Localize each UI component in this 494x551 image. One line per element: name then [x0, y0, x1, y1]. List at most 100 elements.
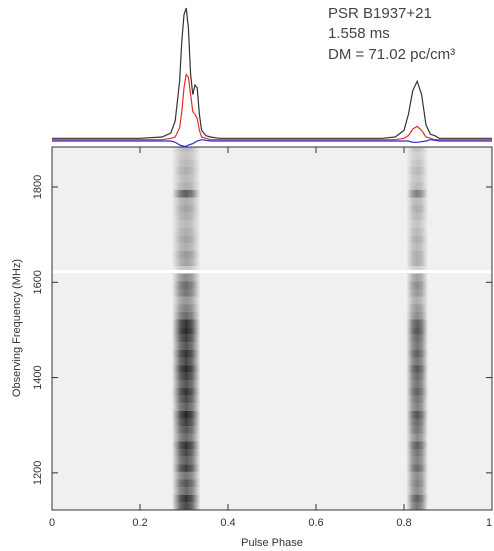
- pulse-channel: [171, 220, 201, 228]
- pulse-channel: [406, 258, 429, 267]
- pulse-channel: [406, 250, 429, 259]
- pulse-channel: [171, 426, 201, 434]
- pulse-channel: [171, 433, 201, 442]
- pulse-channel: [171, 441, 201, 450]
- annotation: PSR B1937+21: [328, 5, 432, 22]
- rfi-gap: [52, 270, 492, 273]
- pulse-channel: [171, 403, 201, 411]
- pulse-channel: [406, 281, 429, 289]
- pulse-channel: [406, 288, 429, 297]
- x-tick-label: 1: [486, 517, 492, 529]
- pulse-channel: [406, 464, 429, 472]
- pulse-channel: [171, 151, 201, 160]
- pulse-channel: [171, 212, 201, 221]
- pulse-channel: [406, 311, 429, 320]
- pulse-channel: [406, 357, 429, 366]
- pulse-channel: [406, 235, 429, 244]
- pulse-channel: [406, 380, 429, 389]
- x-tick-label: 0.4: [220, 517, 235, 529]
- pulse-channel: [171, 479, 201, 488]
- pulse-channel: [406, 266, 429, 274]
- pulse-channel: [406, 243, 429, 251]
- pulse-channel: [171, 395, 201, 404]
- pulse-channel: [171, 250, 201, 259]
- pulse-channel: [171, 494, 201, 503]
- pulse-channel: [171, 471, 201, 480]
- pulse-channel: [406, 151, 429, 160]
- y-axis-label: Observing Frequency (MHz): [11, 259, 23, 397]
- pulse-channel: [406, 189, 429, 198]
- pulse-channel: [406, 327, 429, 335]
- pulse-channel: [171, 464, 201, 472]
- pulse-channel: [406, 159, 429, 168]
- pulse-channel: [171, 205, 201, 213]
- pulse-channel: [171, 147, 201, 152]
- pulse-channel: [171, 159, 201, 168]
- annotation: DM = 71.02 pc/cm³: [328, 46, 455, 63]
- pulse-channel: [406, 319, 429, 328]
- pulse-channel: [406, 349, 429, 358]
- pulse-channel: [406, 273, 429, 282]
- x-tick-label: 0.2: [132, 517, 147, 529]
- pulse-channel: [171, 174, 201, 183]
- pulse-channel: [171, 258, 201, 267]
- pulse-channel: [171, 372, 201, 381]
- pulse-channel: [171, 189, 201, 198]
- pulse-channel: [406, 296, 429, 305]
- pulse-channel: [171, 311, 201, 320]
- pulse-channel: [406, 410, 429, 419]
- annotation: 1.558 ms: [328, 25, 390, 42]
- profile-line: [52, 73, 492, 141]
- pulse-channel: [406, 220, 429, 228]
- pulse-channel: [171, 388, 201, 396]
- pulse-channel: [171, 380, 201, 389]
- pulse-channel: [171, 449, 201, 457]
- pulse-channel: [406, 441, 429, 450]
- plot-frame: [51, 146, 493, 511]
- pulse-channel: [171, 288, 201, 297]
- pulse-channel: [171, 243, 201, 251]
- profile-line: [52, 7, 492, 139]
- pulse-channel: [406, 403, 429, 411]
- pulse-channel: [406, 227, 429, 236]
- pulse-channel: [171, 273, 201, 282]
- pulse-channel: [406, 418, 429, 427]
- y-tick-label: 1400: [32, 365, 44, 389]
- y-tick-label: 1800: [32, 175, 44, 199]
- pulse-channel: [171, 319, 201, 328]
- pulse-channel: [171, 281, 201, 289]
- pulse-channel: [406, 342, 429, 350]
- pulse-channel: [406, 167, 429, 175]
- pulse-channel: [406, 433, 429, 442]
- pulse-channel: [171, 182, 201, 190]
- pulse-channel: [406, 395, 429, 404]
- pulse-channel: [406, 334, 429, 343]
- pulse-channel: [171, 334, 201, 343]
- pulse-channel: [171, 502, 201, 510]
- pulse-channel: [406, 471, 429, 480]
- pulse-channel: [406, 388, 429, 396]
- pulse-channel: [406, 502, 429, 510]
- x-tick-label: 0.8: [396, 517, 411, 529]
- pulse-channel: [171, 349, 201, 358]
- pulse-channel: [171, 487, 201, 495]
- pulse-channel: [406, 174, 429, 183]
- pulse-channel: [406, 212, 429, 221]
- pulse-channel: [171, 227, 201, 236]
- pulse-channel: [171, 296, 201, 305]
- pulse-channel: [406, 426, 429, 434]
- pulse-channel: [406, 182, 429, 190]
- pulse-channel: [406, 487, 429, 495]
- pulse-channel: [406, 456, 429, 465]
- pulse-channel: [406, 205, 429, 213]
- pulse-channel: [406, 147, 429, 152]
- pulse-channel: [406, 449, 429, 457]
- y-tick-label: 1200: [32, 461, 44, 485]
- pulse-channel: [171, 342, 201, 350]
- pulse-channel: [406, 372, 429, 381]
- pulse-channel: [406, 494, 429, 503]
- pulse-channel: [171, 235, 201, 244]
- pulse-channel: [171, 197, 201, 206]
- pulse-channel: [171, 410, 201, 419]
- pulse-channel: [171, 327, 201, 335]
